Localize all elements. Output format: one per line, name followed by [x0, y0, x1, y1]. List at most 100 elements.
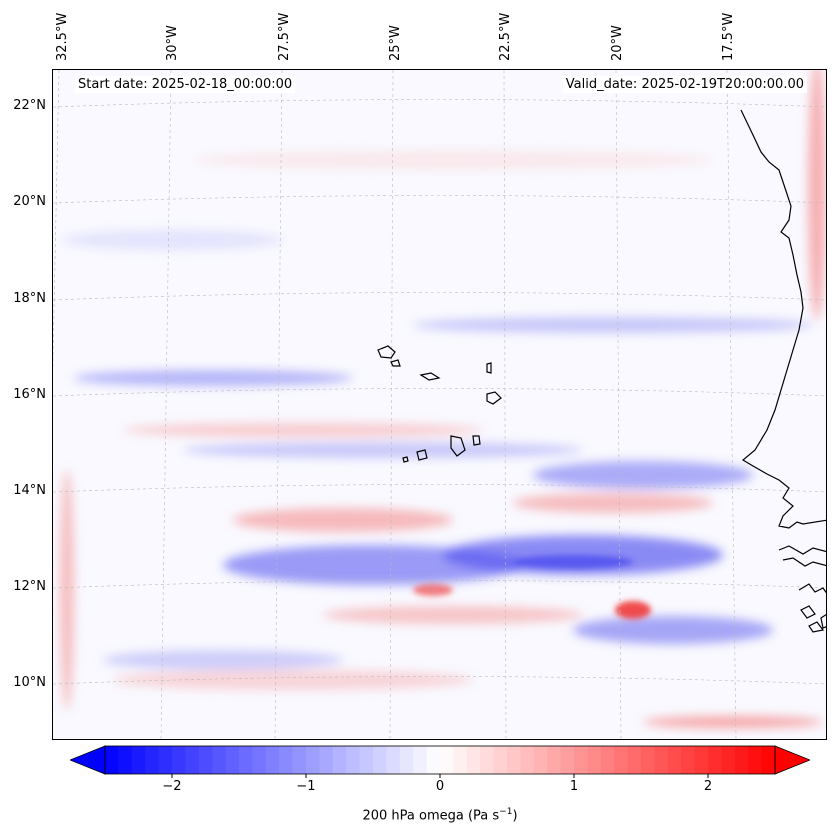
colorbar-step	[145, 746, 160, 774]
colorbar-step	[386, 746, 401, 774]
omega-positive-band-10n	[113, 670, 473, 690]
omega-positive-strip-east	[808, 70, 826, 320]
colorbar-tick-0: 0	[435, 779, 445, 794]
cape-verde-brava	[402, 456, 409, 463]
colorbar-step	[265, 746, 280, 774]
colorbar-step	[721, 746, 736, 774]
colorbar-tick-1: 1	[569, 779, 579, 794]
colorbar-step	[225, 746, 240, 774]
omega-negative-core-12n	[513, 555, 633, 569]
colorbar-step	[533, 746, 548, 774]
colorbar-step	[507, 746, 521, 774]
grid-lon-20	[615, 70, 622, 739]
colorbar-step	[279, 746, 294, 774]
lon-label-25w: 25°W	[388, 25, 403, 61]
colorbar-step	[587, 746, 602, 774]
colorbar-step	[627, 746, 642, 774]
lon-label-22.5w: 22.5°W	[498, 12, 513, 61]
grid-lon-17.5	[726, 70, 737, 739]
cape-verde-maio	[472, 435, 481, 446]
senegal-gambia-coast	[778, 545, 826, 594]
map-panel[interactable]	[52, 69, 827, 740]
colorbar	[70, 745, 810, 778]
colorbar-step	[614, 746, 629, 774]
grid-lat-20	[53, 195, 826, 204]
omega-field-map	[53, 70, 826, 739]
colorbar-step	[694, 746, 709, 774]
grid-lon-22.5	[503, 70, 507, 739]
colorbar-label-text: 200 hPa omega (Pa s	[362, 808, 500, 824]
colorbar-step	[239, 746, 253, 774]
cape-verde-boa-vista	[486, 391, 502, 405]
colorbar-step	[413, 746, 428, 774]
grid-lon-25	[389, 70, 394, 739]
colorbar-tick-2: 2	[703, 779, 713, 794]
colorbar-step	[453, 746, 468, 774]
colorbar-step	[332, 746, 347, 774]
lat-label-20n: 20°N	[13, 194, 46, 209]
cape-verde-sal	[486, 362, 492, 374]
colorbar-step	[212, 746, 227, 774]
africa-coastline	[740, 109, 826, 529]
grid-lon-30	[160, 70, 172, 739]
colorbar-step	[105, 746, 119, 774]
omega-negative-patch-19n	[63, 230, 283, 250]
colorbar-step	[520, 746, 535, 774]
omega-positive-band-13n	[233, 508, 453, 532]
lat-label-16n: 16°N	[13, 387, 46, 402]
colorbar-step	[185, 746, 200, 774]
grid-lat-22	[53, 99, 826, 108]
lat-label-12n: 12°N	[13, 579, 46, 594]
cape-verde-sao-nicolau	[419, 372, 441, 381]
colorbar-step	[319, 746, 334, 774]
colorbar-step	[547, 746, 562, 774]
omega-positive-band-15n	[123, 423, 483, 437]
cape-verde-santo-antao	[377, 345, 396, 359]
omega-positive-band-9n	[643, 716, 823, 728]
start-date-label: Start date: 2025-02-18_00:00:00	[75, 76, 296, 93]
colorbar-step	[292, 746, 307, 774]
colorbar-step	[306, 746, 320, 774]
colorbar-step	[172, 746, 186, 774]
valid-date-value: 2025-02-19T20:00:00.00	[641, 77, 804, 92]
grid-lat-18	[53, 292, 826, 301]
bijagos-islands	[800, 605, 826, 633]
colorbar-extend-high	[774, 745, 810, 775]
cape-verde-sao-vicente	[390, 359, 401, 367]
colorbar-step	[681, 746, 696, 774]
colorbar-step	[466, 746, 481, 774]
colorbar-step	[667, 746, 682, 774]
lon-label-27.5w: 27.5°W	[277, 12, 292, 61]
colorbar-step	[493, 746, 508, 774]
start-date-value: 2025-02-18_00:00:00	[151, 77, 293, 92]
colorbar-tick-neg2: −2	[162, 779, 182, 794]
lat-label-14n: 14°N	[13, 483, 46, 498]
lon-label-20w: 20°W	[610, 25, 625, 61]
colorbar-step	[708, 746, 722, 774]
lon-label-17.5w: 17.5°W	[721, 12, 736, 61]
colorbar-step	[734, 746, 749, 774]
colorbar-step	[131, 746, 146, 774]
omega-negative-band-10n	[103, 650, 343, 670]
omega-positive-band-11n	[323, 606, 583, 624]
grid-lat-16	[53, 388, 826, 397]
lat-label-22n: 22°N	[13, 98, 46, 113]
colorbar-tick-neg1: −1	[296, 779, 316, 794]
colorbar-label: 200 hPa omega (Pa s−1)	[0, 807, 837, 823]
lon-label-30w: 30°W	[165, 25, 180, 61]
omega-negative-band-14n	[533, 461, 753, 489]
colorbar-step	[118, 746, 133, 774]
cape-verde-santiago	[450, 435, 466, 457]
colorbar-step	[761, 746, 776, 774]
colorbar-step	[480, 746, 495, 774]
omega-negative-band-12n-east	[443, 535, 723, 575]
omega-negative-band-15n	[183, 442, 583, 458]
colorbar-step	[426, 746, 441, 774]
colorbar-step	[600, 746, 615, 774]
lon-label-32.5w: 32.5°W	[55, 12, 70, 61]
omega-positive-cell-south	[615, 601, 651, 619]
grid-lon-32.5	[53, 70, 60, 372]
omega-negative-band-17n	[413, 317, 813, 333]
valid-date-label: Valid_date: 2025-02-19T20:00:00.00	[562, 76, 807, 93]
omega-negative-band-11n	[573, 616, 773, 644]
